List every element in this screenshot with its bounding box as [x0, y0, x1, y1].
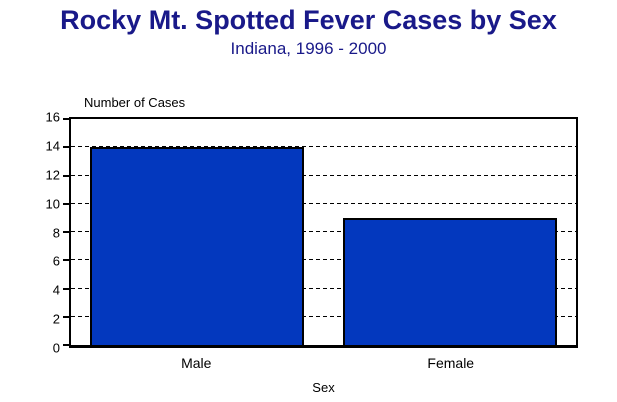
y-tick-label-2: 2	[52, 311, 60, 327]
y-tick-mark-10	[63, 202, 69, 205]
plot-area	[63, 117, 578, 348]
category-label-male: Male	[181, 355, 212, 371]
y-tick-label-6: 6	[52, 253, 60, 269]
bar-female	[342, 217, 557, 345]
y-tick-label-4: 4	[52, 282, 60, 298]
chart-title: Rocky Mt. Spotted Fever Cases by Sex	[60, 5, 557, 35]
gridline-y4	[71, 287, 576, 289]
gridline-y10	[71, 202, 576, 204]
chart-subtitle: Indiana, 1996 - 2000	[230, 39, 387, 58]
y-tick-label-8: 8	[52, 225, 60, 240]
y-axis-title: Number of Cases	[84, 95, 186, 110]
y-tick-mark-4	[63, 287, 69, 290]
y-tick-label-0: 0	[52, 340, 60, 356]
category-label-female: Female	[427, 355, 475, 371]
gridline-y6	[71, 259, 576, 261]
y-tick-mark-0	[63, 344, 69, 346]
gridline-y8	[71, 231, 576, 232]
x-axis-category-labels: Male Female	[69, 356, 578, 372]
y-tick-mark-6	[63, 259, 69, 262]
gridline-y2	[71, 315, 576, 317]
y-tick-mark-2	[63, 315, 69, 318]
y-tick-label-16: 16	[45, 109, 60, 125]
bar-male	[90, 147, 305, 345]
x-axis-title: Sex	[312, 380, 335, 395]
y-tick-mark-12	[63, 174, 69, 177]
y-axis-tick-labels: 0 2 4 6 8 10 12 14 16	[18, 111, 60, 355]
y-tick-label-10: 10	[45, 196, 60, 212]
y-tick-mark-14	[63, 146, 69, 149]
y-tick-label-14: 14	[45, 138, 60, 154]
y-tick-mark-8	[63, 231, 69, 233]
gridline-y12	[71, 174, 576, 176]
y-tick-mark-16	[63, 118, 69, 120]
gridline-y14	[71, 146, 576, 148]
y-tick-label-12: 12	[45, 167, 60, 183]
